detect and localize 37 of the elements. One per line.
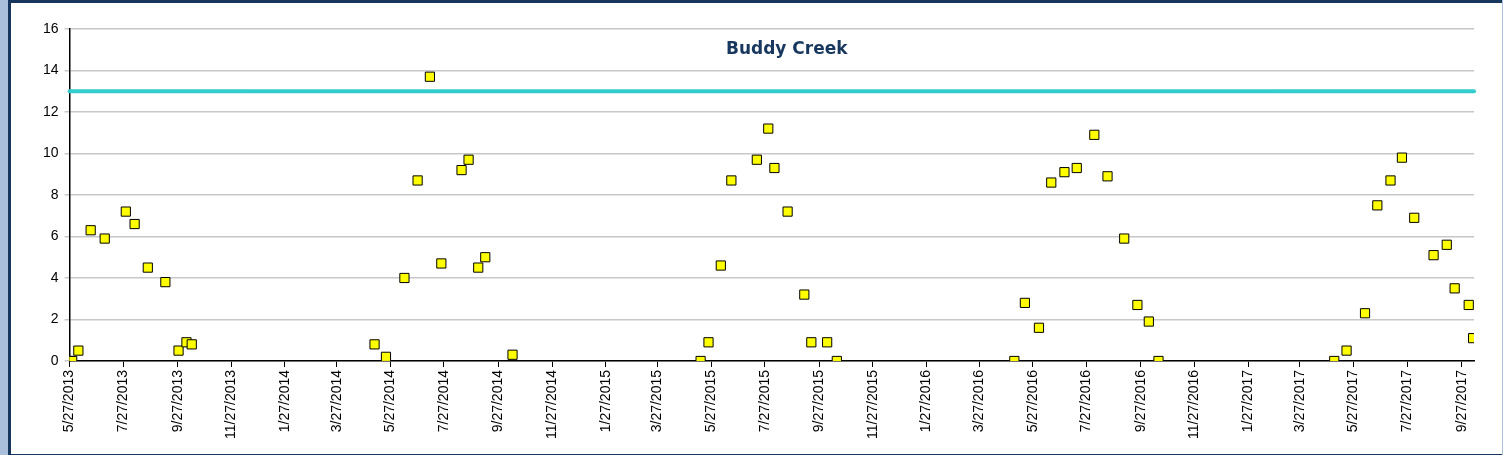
y-tick-label: 6 <box>50 227 59 244</box>
x-tick-label: 1/27/2014 <box>275 369 292 433</box>
y-tick-label: 12 <box>42 102 59 119</box>
x-tick-label: 11/27/2015 <box>863 369 880 439</box>
x-tick-label: 11/27/2014 <box>542 369 559 439</box>
y-tick-label: 4 <box>50 268 59 285</box>
x-tick-label: 3/27/2015 <box>648 369 665 433</box>
x-tick-label: 11/27/2013 <box>222 369 239 439</box>
x-tick-label: 1/27/2016 <box>917 369 934 433</box>
x-tick-label: 5/27/2016 <box>1023 369 1040 433</box>
x-tick-label: 9/27/2014 <box>489 369 506 433</box>
y-tick-label: 0 <box>50 351 59 368</box>
x-tick-label: 11/27/2016 <box>1185 369 1202 439</box>
x-tick-label: 9/27/2013 <box>168 369 185 433</box>
x-tick-label: 7/27/2017 <box>1398 369 1415 433</box>
x-tick-label: 9/27/2017 <box>1452 369 1469 433</box>
y-tick-label: 2 <box>50 310 59 327</box>
x-tick-label: 7/27/2014 <box>434 369 451 433</box>
y-tick-label: 8 <box>50 185 59 202</box>
text: Buddy Creek <box>725 38 849 59</box>
y-tick-label: 10 <box>42 144 59 161</box>
x-tick-label: 9/27/2015 <box>810 369 827 433</box>
x-tick-label: 1/27/2015 <box>596 369 613 433</box>
x-tick-label: 5/27/2015 <box>702 369 718 433</box>
x-tick-label: 5/27/2013 <box>60 369 77 433</box>
x-tick-label: 7/27/2013 <box>114 369 131 433</box>
x-tick-label: 3/27/2016 <box>970 369 987 433</box>
y-tick-label: 14 <box>42 61 59 78</box>
x-tick-label: 3/27/2017 <box>1290 369 1307 433</box>
x-tick-label: 5/27/2017 <box>1344 369 1361 433</box>
x-tick-label: 7/27/2015 <box>755 369 772 433</box>
x-tick-label: 1/27/2017 <box>1238 369 1255 433</box>
x-tick-label: 3/27/2014 <box>327 369 344 433</box>
y-tick-label: 16 <box>42 19 59 36</box>
x-tick-label: 9/27/2016 <box>1131 369 1148 433</box>
x-tick-label: 7/27/2016 <box>1077 369 1094 433</box>
x-tick-label: 5/27/2014 <box>381 369 398 433</box>
